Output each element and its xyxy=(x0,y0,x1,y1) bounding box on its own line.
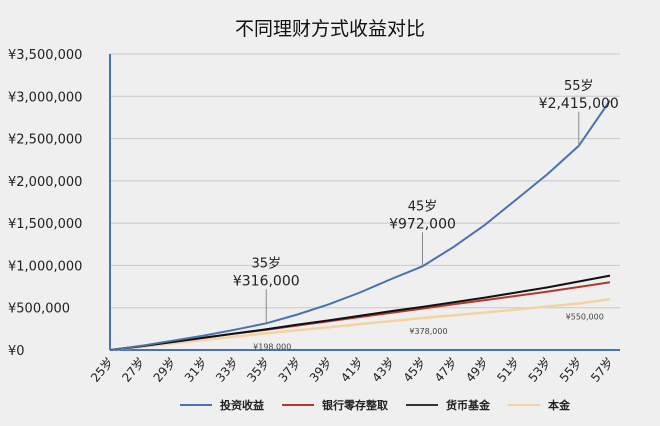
legend-label: 投资收益 xyxy=(220,399,264,412)
y-tick-label: ¥500,000 xyxy=(8,302,70,317)
x-tick-label: 29岁 xyxy=(150,354,179,385)
x-tick-label: 45岁 xyxy=(400,354,429,385)
x-tick-label: 31岁 xyxy=(181,354,210,385)
legend-label: 本金 xyxy=(548,399,570,412)
legend: 投资收益 银行零存整取 货币基金 本金 xyxy=(180,397,570,413)
annotation-age: 55岁 xyxy=(564,79,594,94)
y-tick-label: ¥2,000,000 xyxy=(8,175,82,190)
legend-label: 货币基金 xyxy=(446,399,490,412)
x-tick-label: 27岁 xyxy=(119,354,148,385)
y-tick-label: ¥1,500,000 xyxy=(8,217,82,232)
chart-title: 不同理财方式收益对比 xyxy=(234,18,425,40)
x-tick-label: 55岁 xyxy=(556,354,585,385)
y-tick-label: ¥1,000,000 xyxy=(8,259,82,274)
x-tick-label: 47岁 xyxy=(431,354,460,385)
x-tick-label: 41岁 xyxy=(337,354,366,385)
legend-item: 货币基金 xyxy=(406,397,490,413)
legend-swatch xyxy=(180,404,212,406)
y-tick-label: ¥3,500,000 xyxy=(8,48,82,63)
annotation-principal: ¥550,000 xyxy=(566,312,604,321)
annotation-value: ¥972,000 xyxy=(389,216,456,232)
series-line-3 xyxy=(109,298,611,352)
series-line-2 xyxy=(109,274,611,351)
x-tick-label: 57岁 xyxy=(587,354,616,385)
y-tick-label: ¥3,000,000 xyxy=(8,90,82,105)
y-tick-label: ¥2,500,000 xyxy=(8,133,82,148)
legend-swatch xyxy=(406,404,438,406)
annotation-age: 35岁 xyxy=(251,256,281,271)
annotation-age: 45岁 xyxy=(408,199,438,214)
annotation-value: ¥316,000 xyxy=(233,273,300,289)
legend-swatch xyxy=(282,404,314,406)
x-tick-label: 43岁 xyxy=(369,354,398,385)
x-tick-label: 25岁 xyxy=(87,354,116,385)
x-tick-label: 37岁 xyxy=(275,354,304,385)
legend-label: 银行零存整取 xyxy=(322,399,388,412)
annotation-principal: ¥198,000 xyxy=(253,342,291,351)
x-tick-label: 51岁 xyxy=(494,354,523,385)
y-tick-label: ¥0 xyxy=(8,344,25,359)
x-tick-label: 33岁 xyxy=(212,354,241,385)
x-tick-label: 39岁 xyxy=(306,354,335,385)
legend-item: 投资收益 xyxy=(180,397,264,413)
legend-item: 银行零存整取 xyxy=(282,397,388,413)
annotation-principal: ¥378,000 xyxy=(409,327,447,336)
x-tick-label: 49岁 xyxy=(462,354,491,385)
x-tick-label: 35岁 xyxy=(244,354,273,385)
x-tick-label: 53岁 xyxy=(525,354,554,385)
legend-item: 本金 xyxy=(508,397,570,413)
legend-swatch xyxy=(508,404,540,406)
annotation-value: ¥2,415,000 xyxy=(539,96,619,112)
series-line-0 xyxy=(109,99,611,351)
